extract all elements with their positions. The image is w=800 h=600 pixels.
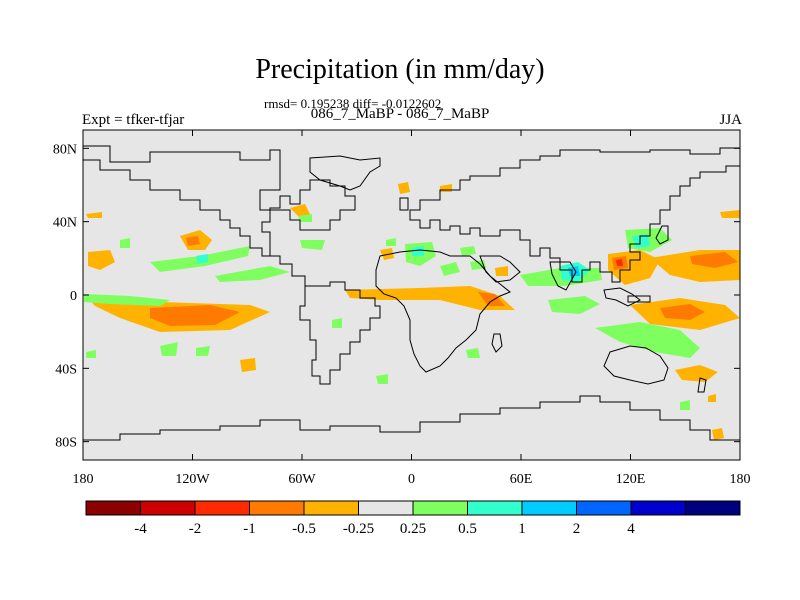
colorbar-label: 2 — [573, 521, 581, 537]
anomaly-patch-cyan — [412, 246, 424, 256]
madagascar-outline — [491, 333, 503, 353]
colorbar-swatch — [630, 500, 686, 516]
lat-tick-label: 0 — [70, 289, 77, 304]
anomaly-patch-orange — [240, 358, 256, 372]
anomaly-patch-green — [300, 240, 325, 250]
anomaly-patch-orange — [88, 250, 115, 270]
lon-tick-label: 60E — [510, 472, 533, 487]
britain-outline — [399, 197, 409, 211]
colorbar: -4 -2 -1 -0.5 -0.25 0.25 0.5 1 2 4 — [85, 500, 741, 537]
indonesia-outline — [627, 295, 651, 303]
colorbar-swatch — [249, 500, 305, 516]
anomaly-patch-orange — [290, 204, 310, 218]
africa-outline — [375, 249, 511, 373]
colorbar-swatch — [467, 500, 523, 516]
anomaly-patch-green — [120, 238, 130, 248]
colorbar-label: -4 — [134, 521, 147, 537]
anomaly-patch-light-blue — [568, 266, 580, 276]
anomaly-patch-dark-orange — [690, 252, 738, 268]
south-america-outline — [299, 281, 381, 385]
anomaly-patch-green — [196, 346, 210, 356]
anomaly-patch-green — [332, 318, 342, 328]
southeast-asia-outline — [603, 287, 641, 307]
axis-labels: 80N 40N 0 40S 80S 180 120W 60W 0 60E 120E 180 — [53, 142, 751, 487]
colorbar-swatch — [576, 500, 632, 516]
anomaly-patch-dark-orange — [150, 305, 240, 326]
eurasia-outline — [409, 147, 740, 283]
anomaly-patch-dark-orange — [478, 292, 505, 306]
anomaly-patch-green — [298, 214, 312, 222]
anomaly-patch-green — [440, 262, 460, 276]
arabia-outline — [479, 255, 521, 283]
lon-tick-label: 120W — [175, 472, 210, 487]
anomaly-patch-green — [680, 400, 690, 410]
anomaly-patch-orange — [720, 210, 740, 218]
experiment-label: Expt = tfker-tfjar — [82, 112, 185, 128]
chart-title: Precipitation (in mm/day) — [255, 54, 545, 85]
stats-line: rmsd= 0.195238 diff= -0.0122602 — [264, 96, 442, 111]
colorbar-label: 0.25 — [400, 521, 426, 537]
lon-tick-label: 120E — [616, 472, 646, 487]
lon-tick-label: 0 — [408, 472, 415, 487]
anomaly-patch-orange — [380, 248, 394, 260]
colorbar-label: -0.5 — [292, 521, 316, 537]
anomaly-patch-dark-orange — [660, 304, 705, 320]
anomaly-patch-green — [376, 374, 388, 384]
subtitle: 086_7_MaBP - 086_7_MaBP — [310, 106, 490, 122]
anomaly-patch-green — [215, 266, 290, 282]
anomaly-patch-green — [160, 342, 178, 356]
australia-outline — [603, 345, 669, 385]
colorbar-swatch — [358, 500, 414, 516]
anomaly-patch-orange — [86, 212, 102, 218]
season-label: JJA — [719, 112, 742, 128]
anomaly-patch-orange — [495, 266, 508, 276]
anomaly-patch-orange — [675, 365, 718, 382]
anomaly-patch-green — [548, 296, 600, 314]
colorbar-label: -0.25 — [343, 521, 374, 537]
colorbar-swatch — [685, 500, 741, 516]
anomaly-patch-green — [466, 348, 480, 358]
anomaly-patch-green — [86, 350, 96, 358]
north-america-outline — [83, 145, 356, 257]
colorbar-label: 1 — [518, 521, 526, 537]
anomaly-patch-green — [460, 246, 476, 256]
colorbar-swatch — [521, 500, 577, 516]
anomaly-patch-orange — [708, 394, 716, 402]
anomaly-patch-orange — [398, 182, 410, 194]
lat-tick-label: 80N — [53, 142, 77, 157]
anomaly-patch-dark-orange — [186, 236, 200, 246]
anomaly-patch-orange — [712, 428, 724, 440]
colorbar-swatch — [85, 500, 141, 516]
anomaly-patch-green — [595, 322, 700, 358]
lon-tick-label: 180 — [73, 472, 94, 487]
colorbar-swatch — [412, 500, 468, 516]
antarctica-outline — [83, 395, 740, 441]
lon-tick-label: 60W — [288, 472, 316, 487]
colorbar-label: 4 — [627, 521, 635, 537]
colorbar-swatch — [194, 500, 250, 516]
colorbar-label: 0.5 — [458, 521, 477, 537]
anomaly-patch-cyan — [196, 254, 208, 264]
colorbar-swatch — [140, 500, 196, 516]
lat-tick-label: 40N — [53, 216, 77, 231]
colorbar-label: -1 — [243, 521, 256, 537]
lat-tick-label: 40S — [55, 362, 77, 377]
anomaly-patch-red — [616, 259, 623, 266]
greenland-outline — [309, 155, 381, 191]
axis-ticks — [82, 130, 741, 460]
india-outline — [549, 261, 577, 291]
lat-tick-label: 80S — [55, 436, 77, 451]
colorbar-swatch — [303, 500, 359, 516]
anomaly-patch-orange — [345, 286, 515, 310]
colorbar-label: -2 — [189, 521, 202, 537]
anomaly-patch-green — [386, 238, 396, 246]
central-america-outline — [270, 255, 306, 286]
lon-tick-label: 180 — [730, 472, 751, 487]
new-zealand-outline — [697, 377, 707, 393]
japan-outline — [655, 225, 669, 245]
anomaly-patch-green — [84, 294, 170, 306]
continent-outlines — [83, 145, 740, 441]
